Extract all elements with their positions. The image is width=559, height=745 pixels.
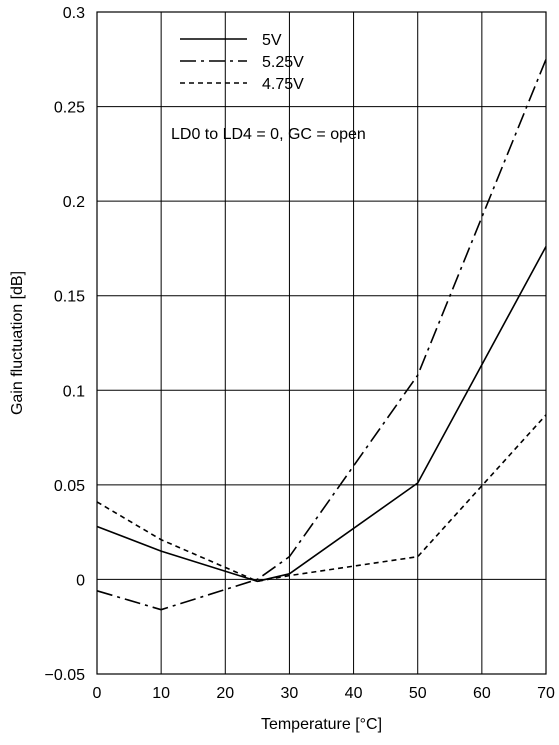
y-tick-label: 0.05: [54, 478, 85, 495]
y-tick-label: 0.1: [63, 383, 85, 400]
y-tick-label: 0.2: [63, 194, 85, 211]
series-line-5-25v: [96, 58, 547, 611]
y-tick-label: 0.3: [63, 5, 85, 22]
legend-label: 4.75V: [262, 76, 304, 93]
y-tick-label: 0: [76, 572, 85, 589]
x-tick-label: 10: [152, 685, 170, 702]
series-line-4-75v: [96, 414, 547, 583]
x-tick-label: 40: [345, 685, 363, 702]
series-line-5v: [96, 246, 547, 583]
plot-frame: [96, 11, 547, 675]
y-tick-label: 0.25: [54, 100, 85, 117]
x-tick-label: 0: [93, 685, 102, 702]
y-axis-label: Gain fluctuation [dB]: [9, 271, 26, 415]
x-axis-label: Temperature [°C]: [261, 716, 382, 733]
x-tick-label: 60: [473, 685, 491, 702]
x-tick-label: 70: [537, 685, 555, 702]
y-tick-label: −0.05: [45, 667, 86, 684]
x-tick-label: 20: [216, 685, 234, 702]
x-tick-labels: 0 10 20 30 40 50 60 70: [93, 685, 555, 702]
grid: [97, 12, 546, 674]
x-tick-label: 50: [409, 685, 427, 702]
series-lines: [96, 58, 547, 611]
y-tick-label: 0.15: [54, 289, 85, 306]
legend-label: 5.25V: [262, 54, 304, 71]
legend-label: 5V: [262, 32, 282, 49]
y-tick-labels: −0.05 0 0.05 0.1 0.15 0.2 0.25 0.3: [45, 5, 86, 684]
chart-annotation: LD0 to LD4 = 0, GC = open: [171, 126, 366, 143]
legend: 5V 5.25V 4.75V: [180, 32, 304, 93]
x-tick-label: 30: [281, 685, 299, 702]
